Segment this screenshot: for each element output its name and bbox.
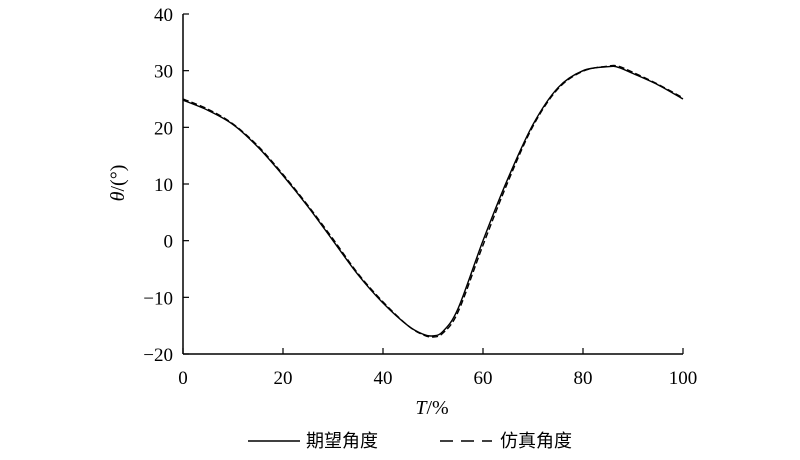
x-axis-label-unit: /% <box>426 397 448 419</box>
series-line-simulated <box>182 64 684 338</box>
x-tick-label: 20 <box>274 368 293 389</box>
axes-layer <box>182 14 683 355</box>
y-tick-label: 20 <box>154 118 173 139</box>
ticks-layer: 0 20 40 60 80 100 −20 −10 0 10 20 30 40 <box>143 5 697 389</box>
y-tick-label: 10 <box>154 175 173 196</box>
y-axis-label-var: θ <box>107 191 129 201</box>
x-tick-label: 40 <box>374 368 393 389</box>
legend: 期望角度 仿真角度 <box>248 431 572 452</box>
x-tick-label: 80 <box>574 368 593 389</box>
series-line-expected <box>182 65 684 337</box>
x-axis-label-var: T <box>415 397 428 419</box>
legend-label-simulated: 仿真角度 <box>500 431 572 452</box>
x-tick-label: 0 <box>178 368 188 389</box>
x-axis-label: T/% <box>415 397 448 419</box>
y-tick-label: 0 <box>164 232 174 253</box>
y-tick-label: −10 <box>143 288 173 309</box>
y-tick-label: −20 <box>143 345 173 366</box>
series-layer <box>182 64 684 338</box>
y-axis-label: θ/(°) <box>107 165 129 202</box>
y-tick-label: 30 <box>154 62 173 83</box>
x-tick-label: 100 <box>669 368 698 389</box>
legend-label-expected: 期望角度 <box>306 431 378 452</box>
y-axis-label-unit: /(°) <box>107 165 129 192</box>
y-tick-label: 40 <box>154 5 173 26</box>
x-tick-label: 60 <box>474 368 493 389</box>
